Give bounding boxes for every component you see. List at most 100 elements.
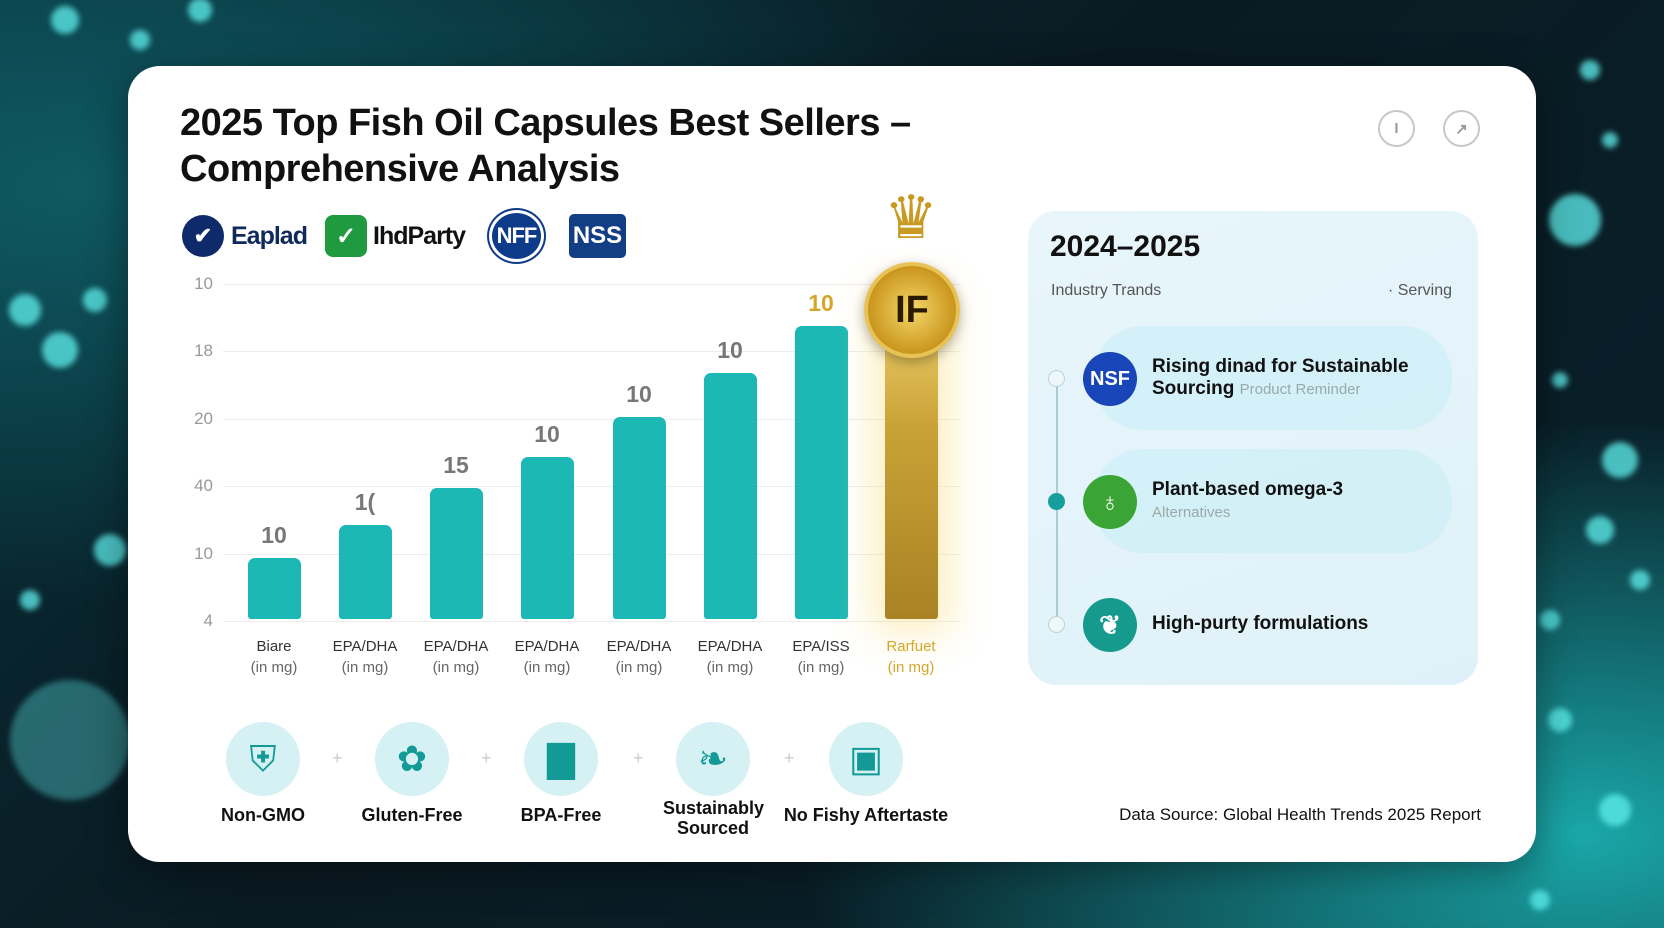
category-label: Rarfuet (in mg) (866, 636, 956, 678)
timeline-dot (1048, 616, 1065, 633)
crown-icon: ♛ (884, 184, 938, 251)
category-label: EPA/DHA (in mg) (594, 636, 684, 678)
timeline-dot (1048, 493, 1065, 510)
bar[interactable] (704, 373, 757, 619)
category-label: EPA/DHA (in mg) (685, 636, 775, 678)
data-source: Data Source: Global Health Trends 2025 R… (1119, 805, 1481, 824)
timeline-dot (1048, 370, 1065, 387)
value-label: 15 (443, 451, 469, 478)
category-label: EPA/DHA (in mg) (411, 636, 501, 678)
y-tick-label: 18 (194, 341, 213, 361)
category-unit: (in mg) (250, 659, 298, 676)
feature-label: BPA-Free (520, 805, 602, 825)
bokeh-dot (1602, 132, 1618, 148)
bar[interactable] (430, 487, 483, 619)
gridline (223, 351, 960, 353)
trend-subtext: Product Reminder (1239, 381, 1361, 398)
bokeh-dot (1540, 610, 1560, 630)
y-tick-label: 40 (194, 476, 213, 496)
plus-separator: + (332, 748, 343, 768)
bokeh-dot (130, 30, 150, 50)
gridline (223, 621, 960, 622)
bokeh-dot (42, 332, 78, 368)
bokeh-dot (1530, 890, 1550, 910)
logo-label-thirdparty: IhdParty (373, 222, 466, 250)
bokeh-dot (1599, 794, 1631, 826)
trend-title: High-purty formulations (1152, 613, 1369, 634)
y-tick-label: 20 (194, 408, 213, 428)
trend-card[interactable] (1093, 449, 1452, 553)
bokeh-dot (1548, 708, 1572, 732)
trend-title-line2: Sourcing (1152, 378, 1235, 399)
bar[interactable] (521, 457, 574, 619)
share-icon[interactable]: ↗ (1443, 110, 1480, 147)
category-name: Rarfuet (886, 638, 936, 655)
bottle-icon: ▇ (524, 722, 598, 796)
category-label: EPA/DHA (in mg) (502, 636, 592, 678)
category-name: EPA/DHA (423, 638, 489, 655)
category-label: Biare (in mg) (229, 636, 319, 678)
bokeh-dot (51, 6, 79, 34)
title-line-2: Comprehensive Analysis (180, 148, 620, 190)
feature-label: Non-GMO (221, 805, 305, 825)
bokeh-dot (20, 590, 40, 610)
value-label: 10 (808, 290, 834, 316)
bokeh-dot (1630, 570, 1650, 590)
info-icon[interactable]: I (1378, 110, 1415, 147)
leaf-check-icon: ✓ (325, 215, 367, 257)
bar[interactable] (795, 326, 848, 619)
category-unit: (in mg) (523, 659, 571, 676)
shield-heart-icon: ⛨ (226, 722, 300, 796)
gridline (223, 284, 960, 285)
bar[interactable] (613, 416, 666, 619)
category-unit: (in mg) (341, 659, 389, 676)
feature-label: Gluten-Free (361, 805, 463, 825)
bar[interactable] (339, 524, 392, 619)
gridline (223, 486, 960, 488)
check-shield-icon: ✔ (182, 215, 224, 257)
category-name: Biare (256, 638, 292, 655)
bokeh-dot (1602, 442, 1638, 478)
bokeh-dot (9, 294, 41, 326)
serving-label: · Serving (1387, 282, 1452, 299)
category-unit: (in mg) (887, 659, 935, 676)
trend-title: Plant-based omega-3 (1152, 479, 1344, 500)
trends-subtitle: Industry Trands (1051, 282, 1162, 299)
category-name: EPA/DHA (606, 638, 672, 655)
trend-text: Plant-based omega-3 Alternatives (1152, 479, 1452, 524)
category-unit: (in mg) (432, 659, 480, 676)
category-name: EPA/ISS (792, 638, 850, 655)
bokeh-dot (1552, 372, 1568, 388)
category-label: EPA/ISS (in mg) (776, 636, 866, 678)
leaf-icon: ❧ (676, 722, 750, 796)
value-label: 10 (261, 522, 287, 549)
bokeh-dot (94, 534, 126, 566)
value-label: 10 (534, 421, 560, 448)
value-label: 10 (626, 380, 652, 407)
trend-icon: NSF (1083, 352, 1137, 406)
plus-separator: + (633, 748, 644, 768)
y-tick-label: 4 (203, 611, 213, 630)
plus-separator: + (481, 748, 492, 768)
feature-label: No Fishy Aftertaste (783, 805, 949, 825)
category-name: EPA/DHA (332, 638, 398, 655)
bokeh-dot (1549, 194, 1601, 246)
category-unit: (in mg) (615, 659, 663, 676)
category-unit: (in mg) (797, 659, 845, 676)
nss-badge: NSS (569, 214, 626, 258)
title-line-1: 2025 Top Fish Oil Capsules Best Sellers … (180, 102, 911, 144)
trend-subtext: Alternatives (1152, 504, 1231, 521)
trend-card[interactable] (1093, 326, 1452, 430)
nff-badge: NFF (489, 210, 544, 262)
trends-title: 2024–2025 (1050, 230, 1201, 263)
gridline (223, 553, 960, 555)
bar[interactable] (248, 558, 301, 619)
page-title: 2025 Top Fish Oil Capsules Best Sellers … (180, 100, 911, 192)
category-label: EPA/DHA (in mg) (320, 636, 410, 678)
category-name: EPA/DHA (697, 638, 763, 655)
medal-badge: IF (864, 262, 960, 358)
frame-icon: ▣ (829, 722, 903, 796)
category-unit: (in mg) (706, 659, 754, 676)
bokeh-dot (83, 288, 107, 312)
value-label: 1( (354, 488, 376, 515)
